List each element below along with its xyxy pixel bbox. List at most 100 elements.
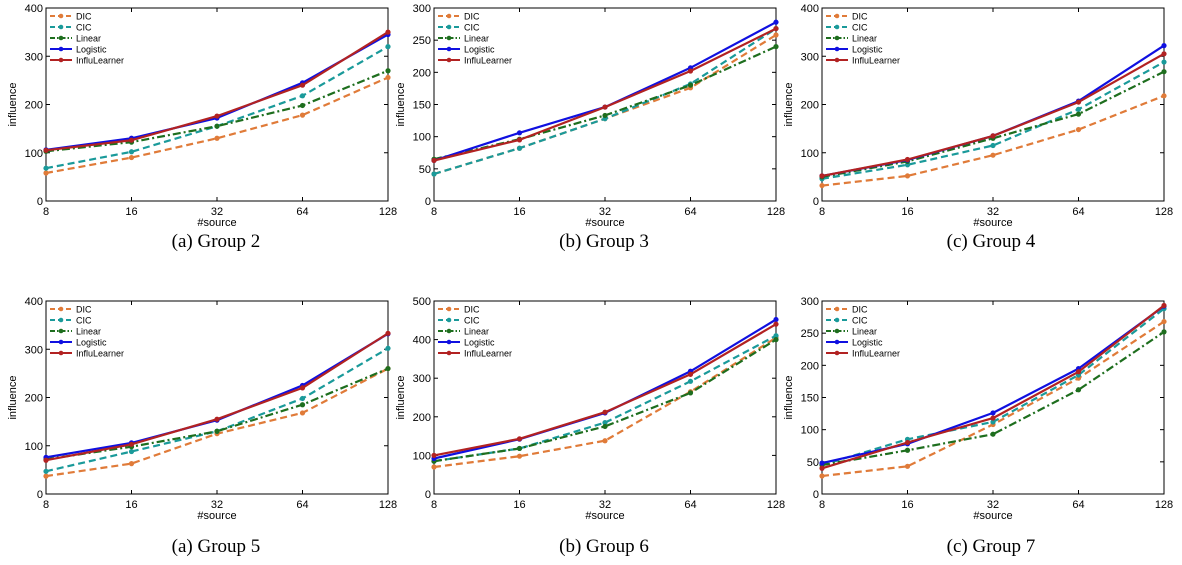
chart-panel-6: 0 50 100 150 200 250 300 8 16 32 64 128 #source influ… <box>783 296 1173 557</box>
data-point-influlearner <box>1075 369 1082 375</box>
y-tick-label: 200 <box>801 100 819 112</box>
data-point-dic <box>904 463 911 469</box>
x-tick-label: 16 <box>513 206 525 218</box>
legend-label-linear: Linear <box>464 327 489 337</box>
data-point-logistic <box>819 460 825 466</box>
data-point-influlearner <box>299 82 306 88</box>
data-point-influlearner <box>385 29 391 35</box>
x-tick-label: 64 <box>684 206 696 218</box>
data-point-dic <box>385 74 391 81</box>
legend-marker <box>58 339 64 345</box>
data-point-influlearner <box>214 416 220 422</box>
legend-label-dic: DIC <box>852 305 868 315</box>
x-tick-label: 128 <box>1155 206 1173 218</box>
data-point-influlearner <box>516 137 523 143</box>
legend-label-influlearner: InfluLearner <box>852 56 900 66</box>
panel-caption: (a) Group 2 <box>172 231 261 252</box>
x-tick-label: 16 <box>513 499 525 511</box>
panel-caption: (b) Group 3 <box>559 231 649 252</box>
data-point-linear <box>687 390 694 396</box>
y-tick-label: 0 <box>813 196 819 208</box>
data-point-influlearner <box>431 157 437 164</box>
x-tick-label: 128 <box>379 206 397 218</box>
panel-caption: (c) Group 4 <box>947 231 1036 252</box>
data-point-influlearner <box>687 68 694 74</box>
legend-label-logistic: Logistic <box>464 338 495 348</box>
data-point-influlearner <box>990 133 996 139</box>
panel-caption: (a) Group 5 <box>172 536 261 557</box>
data-point-cic <box>385 345 391 351</box>
x-axis-label: #source <box>585 217 624 229</box>
y-tick-label: 200 <box>413 67 431 79</box>
data-point-influlearner <box>128 137 135 143</box>
data-point-influlearner <box>819 465 825 471</box>
data-point-influlearner <box>431 452 437 458</box>
data-point-cic <box>299 93 306 99</box>
legend-marker <box>58 350 64 356</box>
chart-panel-3: 0 100 200 300 400 8 16 32 64 128 #source influence D… <box>783 3 1173 252</box>
legend-marker <box>834 35 840 41</box>
legend-label-cic: CIC <box>852 23 868 33</box>
legend-label-dic: DIC <box>76 305 92 315</box>
data-point-dic <box>299 112 306 118</box>
data-point-linear <box>299 102 306 109</box>
y-tick-label: 400 <box>25 296 43 308</box>
data-point-cic <box>773 333 779 339</box>
data-point-influlearner <box>43 457 49 463</box>
data-point-dic <box>43 473 49 479</box>
data-point-dic <box>1075 126 1082 133</box>
data-point-cic <box>1161 59 1167 65</box>
legend-marker <box>834 350 840 356</box>
x-tick-label: 128 <box>767 206 785 218</box>
x-tick-label: 32 <box>599 499 611 511</box>
data-point-influlearner <box>43 147 49 153</box>
legend-label-dic: DIC <box>464 12 480 22</box>
data-point-cic <box>1075 106 1082 112</box>
legend-marker <box>58 57 64 63</box>
series-line-dic <box>821 94 1165 187</box>
series-line-cic <box>45 347 389 473</box>
series-line-dic <box>45 76 389 175</box>
data-point-linear <box>1161 69 1167 75</box>
legend-label-linear: Linear <box>852 327 877 337</box>
legend-marker <box>834 57 840 63</box>
legend-label-cic: CIC <box>76 23 92 33</box>
data-point-logistic <box>773 19 779 25</box>
data-point-influlearner <box>904 156 911 163</box>
y-axis-label: influence <box>783 375 795 419</box>
series-line-cic <box>433 334 777 463</box>
y-tick-label: 100 <box>413 450 431 462</box>
data-point-influlearner <box>214 113 220 119</box>
x-tick-label: 32 <box>987 206 999 218</box>
x-tick-label: 8 <box>819 499 825 511</box>
x-tick-label: 8 <box>43 206 49 218</box>
data-point-linear <box>214 123 220 129</box>
legend-marker <box>834 306 840 312</box>
legend-marker <box>834 339 840 345</box>
x-tick-label: 32 <box>599 206 611 218</box>
y-tick-label: 200 <box>801 360 819 372</box>
legend-label-influlearner: InfluLearner <box>464 56 512 66</box>
data-point-dic <box>128 461 135 467</box>
panel-caption: (c) Group 7 <box>947 536 1036 557</box>
data-point-linear <box>299 402 306 408</box>
y-axis-label: influence <box>395 82 407 126</box>
data-point-influlearner <box>516 436 523 442</box>
data-point-linear <box>773 337 779 343</box>
data-point-dic <box>1161 93 1167 99</box>
y-tick-label: 300 <box>801 51 819 63</box>
y-tick-label: 200 <box>25 100 43 112</box>
legend-marker <box>834 46 840 52</box>
y-tick-label: 200 <box>413 412 431 424</box>
x-tick-label: 64 <box>296 499 308 511</box>
x-tick-label: 128 <box>767 499 785 511</box>
y-tick-label: 300 <box>25 344 43 356</box>
x-tick-label: 64 <box>684 499 696 511</box>
data-point-influlearner <box>1161 302 1167 309</box>
x-tick-label: 128 <box>1155 499 1173 511</box>
legend-marker <box>834 24 840 30</box>
data-point-influlearner <box>385 330 391 336</box>
data-point-cic <box>687 378 694 384</box>
